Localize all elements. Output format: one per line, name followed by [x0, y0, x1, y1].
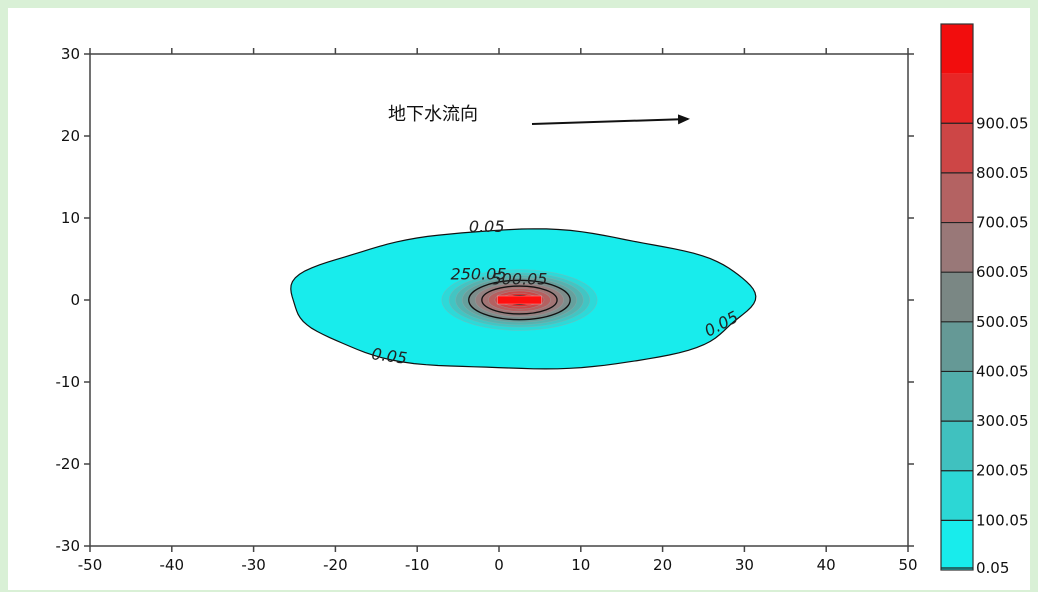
colorbar-segment-7 [941, 172, 973, 223]
x-tick-label-0: 0 [494, 556, 504, 574]
colorbar-label-5: 500.05 [976, 313, 1029, 331]
x-tick-label-40: 40 [817, 556, 836, 574]
y-tick-label--20: -20 [56, 455, 81, 473]
colorbar-label-0: 0.05 [976, 559, 1009, 577]
colorbar-segment-9 [941, 73, 973, 124]
colorbar-segment-2 [941, 421, 973, 471]
contour-label-0: 0.05 [469, 217, 505, 236]
colorbar-segment-6 [941, 222, 973, 273]
colorbar-label-8: 800.05 [976, 164, 1029, 182]
y-tick-label-30: 30 [61, 45, 80, 63]
colorbar-segment-3 [941, 371, 973, 422]
y-tick-label--10: -10 [56, 373, 81, 391]
colorbar-segment-8 [941, 123, 973, 173]
y-tick-label-20: 20 [61, 127, 80, 145]
colorbar-label-3: 300.05 [976, 412, 1029, 430]
flow-direction-arrow [531, 114, 690, 125]
x-tick-label--30: -30 [241, 556, 266, 574]
colorbar-segment-0 [941, 520, 973, 570]
y-tick-label--30: -30 [56, 537, 81, 555]
x-tick-label-30: 30 [735, 556, 754, 574]
colorbar-label-4: 400.05 [976, 362, 1029, 380]
contour-label-3: 250.05 [451, 265, 507, 284]
contour-label-1: 0.05 [370, 344, 408, 368]
colorbar-label-9: 900.05 [976, 114, 1029, 132]
x-tick-label--20: -20 [323, 556, 348, 574]
x-tick-label-10: 10 [571, 556, 590, 574]
x-tick-label--50: -50 [78, 556, 103, 574]
y-tick-label-0: 0 [70, 291, 80, 309]
chart-frame: 0.05 0.05 0.05 250.05 500.05 -50 -40 -30 -20 -10… [8, 8, 1030, 590]
x-tick-label-20: 20 [653, 556, 672, 574]
x-tick-label-50: 50 [898, 556, 917, 574]
x-tick-label--10: -10 [405, 556, 430, 574]
colorbar-segment-4 [941, 321, 973, 372]
colorbar-segment-5 [941, 272, 973, 322]
colorbar: 0.05 100.05 200.05 300.05 400.05 500.05 600.05… [940, 23, 1029, 577]
colorbar-label-7: 700.05 [976, 214, 1029, 232]
contour-label-4: 500.05 [491, 269, 547, 288]
colorbar-label-2: 200.05 [976, 462, 1029, 480]
colorbar-segment-10 [941, 24, 973, 74]
x-tick-label--40: -40 [160, 556, 185, 574]
annotation-layer: 地下水流向 [388, 104, 690, 125]
colorbar-border [940, 23, 974, 571]
colorbar-label-6: 600.05 [976, 263, 1029, 281]
axes: -50 -40 -30 -20 -10 0 10 20 30 40 50 -30 -20 -10 0 10 20… [56, 45, 918, 574]
flow-direction-label: 地下水流向 [388, 104, 478, 125]
contour-peak [497, 295, 542, 305]
colorbar-label-1: 100.05 [976, 511, 1029, 529]
y-tick-label-10: 10 [61, 209, 80, 227]
colorbar-segment-1 [941, 470, 973, 521]
